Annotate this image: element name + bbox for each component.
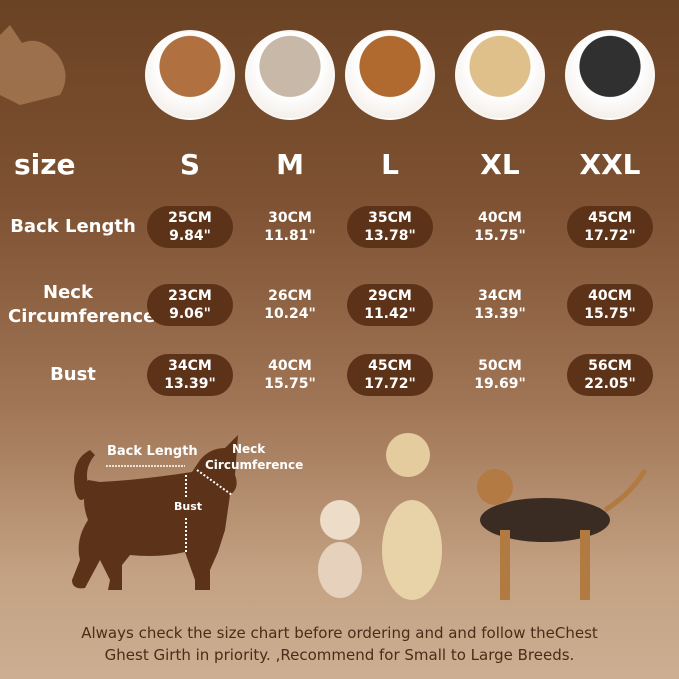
beagle-photo [145,30,235,120]
size-cell: 29CM 11.42" [347,284,433,326]
diagram-neck-label: Neck [232,442,266,456]
size-cell: 30CM 11.81" [247,206,333,248]
cm-value: 45CM [588,210,632,226]
inch-value: 11.42" [364,306,416,322]
cm-value: 40CM [268,358,312,374]
hound-photo [477,468,648,600]
cm-value: 40CM [478,210,522,226]
size-cell: 23CM 9.06" [147,284,233,326]
size-cell: 25CM 9.84" [147,206,233,248]
size-cell: 26CM 10.24" [247,284,333,326]
inch-value: 9.06" [169,306,211,322]
french-bulldog-photo [245,30,335,120]
poodle-photo [318,500,362,598]
inch-value: 19.69" [474,376,526,392]
size-m: M [276,148,304,181]
size-cell: 34CM 13.39" [147,354,233,396]
cm-value: 30CM [268,210,312,226]
inch-value: 17.72" [584,228,636,244]
size-cell: 35CM 13.78" [347,206,433,248]
size-xxl: XXL [579,148,641,181]
cocker-spaniel-photo [345,30,435,120]
cm-value: 26CM [268,288,312,304]
cm-value: 45CM [368,358,412,374]
golden-retriever-photo [455,30,545,120]
inch-value: 22.05" [584,376,636,392]
inch-value: 13.39" [474,306,526,322]
size-l: L [381,148,399,181]
labrador-photo [382,433,442,600]
diagram-circumference-label: Circumference [205,458,304,472]
cm-value: 56CM [588,358,632,374]
footer-line-2: Ghest Girth in priority. ,Recommend for … [104,646,575,664]
row-label: Bust [50,364,96,385]
size-cell: 45CM 17.72" [347,354,433,396]
inch-value: 15.75" [264,376,316,392]
cm-value: 50CM [478,358,522,374]
size-cell: 50CM 19.69" [457,354,543,396]
dog-silhouette-diagram [72,435,238,590]
size-header: size [14,148,76,181]
cm-value: 40CM [588,288,632,304]
inch-value: 10.24" [264,306,316,322]
border-collie-photo [565,30,655,120]
size-cell: 34CM 13.39" [457,284,543,326]
cm-value: 35CM [368,210,412,226]
size-cell: 40CM 15.75" [247,354,333,396]
inch-value: 15.75" [474,228,526,244]
size-cell: 40CM 15.75" [457,206,543,248]
row-label: Neck Circumference [8,282,156,327]
inch-value: 17.72" [364,376,416,392]
inch-value: 11.81" [264,228,316,244]
diagram-bust-label: Bust [174,500,203,513]
inch-value: 13.39" [164,376,216,392]
cat-logo-icon [0,25,66,105]
cm-value: 25CM [168,210,212,226]
size-s: S [179,148,201,181]
diagram-back-length-label: Back Length [107,444,198,459]
size-xl: XL [480,148,520,181]
inch-value: 15.75" [584,306,636,322]
inch-value: 13.78" [364,228,416,244]
size-cell: 56CM 22.05" [567,354,653,396]
size-cell: 45CM 17.72" [567,206,653,248]
footer-line-1: Always check the size chart before order… [81,624,598,642]
cm-value: 34CM [478,288,522,304]
row-label: Back Length [10,216,136,237]
inch-value: 9.84" [169,228,211,244]
dogs-illustration [318,433,648,600]
cm-value: 23CM [168,288,212,304]
cm-value: 29CM [368,288,412,304]
cm-value: 34CM [168,358,212,374]
size-cell: 40CM 15.75" [567,284,653,326]
